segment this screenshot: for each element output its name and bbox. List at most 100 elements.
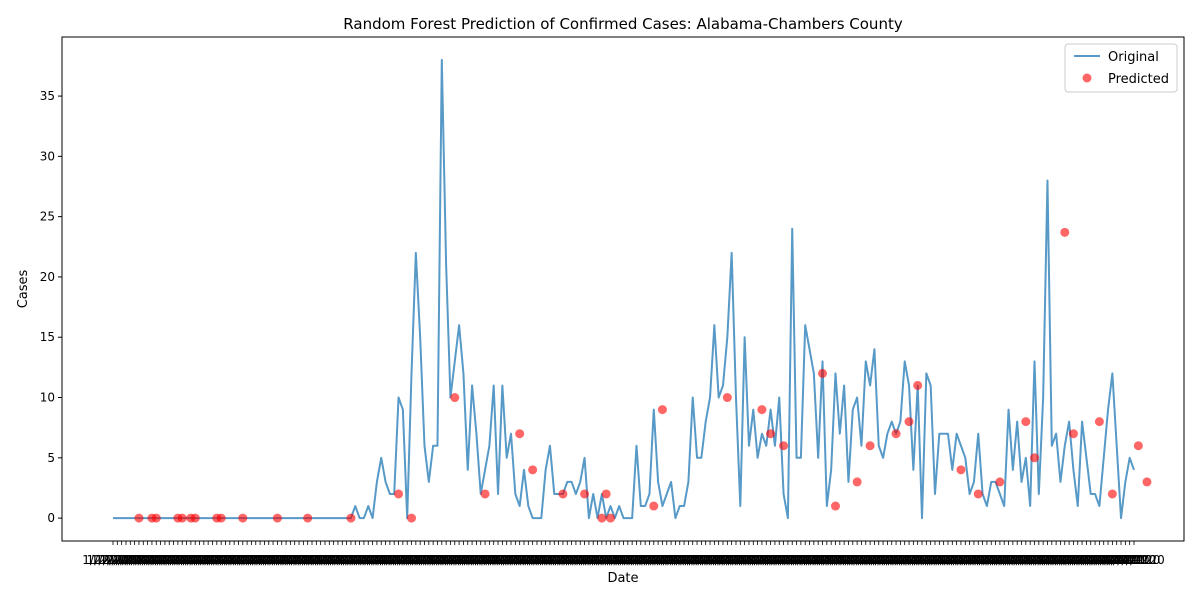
x-tick-label: 1/22/2020 xyxy=(290,553,352,567)
predicted-point xyxy=(216,513,226,523)
x-axis: 1/22/20201/22/20201/22/20201/22/20201/22… xyxy=(82,541,1165,567)
x-tick-label: 1/22/2020 xyxy=(813,553,875,567)
x-tick-label: 1/22/2020 xyxy=(441,553,503,567)
x-tick-label: 1/22/2020 xyxy=(796,553,858,567)
predicted-point xyxy=(1021,417,1031,427)
x-tick-label: 1/22/2020 xyxy=(740,553,802,567)
x-tick-label: 1/22/2020 xyxy=(307,553,369,567)
predicted-point xyxy=(134,513,144,523)
x-tick-label: 1/22/2020 xyxy=(104,553,166,567)
x-tick-label: 1/22/2020 xyxy=(325,553,387,567)
x-tick-label: 1/22/2020 xyxy=(947,553,1009,567)
predicted-point xyxy=(757,405,767,415)
x-tick-label: 1/22/2020 xyxy=(1082,553,1144,567)
predicted-point xyxy=(480,489,490,499)
x-tick-label: 1/22/2020 xyxy=(826,553,888,567)
predicted-point xyxy=(1060,227,1070,237)
x-tick-label: 1/22/2020 xyxy=(372,553,434,567)
x-tick-label: 1/22/2020 xyxy=(1038,553,1100,567)
predicted-point xyxy=(1107,489,1117,499)
x-tick-label: 1/22/2020 xyxy=(558,553,620,567)
x-tick-label: 1/22/2020 xyxy=(930,553,992,567)
x-tick-label: 1/22/2020 xyxy=(891,553,953,567)
predicted-point xyxy=(649,501,659,511)
x-tick-label: 1/22/2020 xyxy=(532,553,594,567)
y-axis: 0 5 10 15 20 25 30 35 xyxy=(40,89,62,525)
x-tick-label: 1/22/2020 xyxy=(208,553,270,567)
x-tick-label: 1/22/2020 xyxy=(614,553,676,567)
x-tick-label: 1/22/2020 xyxy=(437,553,499,567)
x-tick-label: 1/22/2020 xyxy=(1077,553,1139,567)
x-tick-label: 1/22/2020 xyxy=(909,553,971,567)
x-tick-label: 1/22/2020 xyxy=(986,553,1048,567)
x-tick-label: 1/22/2020 xyxy=(610,553,672,567)
predicted-point xyxy=(177,513,187,523)
x-tick-label: 1/22/2020 xyxy=(130,553,192,567)
x-tick-label: 1/22/2020 xyxy=(645,553,707,567)
x-tick-label: 1/22/2020 xyxy=(359,553,421,567)
predicted-point xyxy=(515,429,525,439)
x-tick-label: 1/22/2020 xyxy=(450,553,512,567)
y-tick-label: 35 xyxy=(40,89,55,103)
x-tick-label: 1/22/2020 xyxy=(662,553,724,567)
predicted-point xyxy=(601,489,611,499)
predicted-point xyxy=(1068,429,1078,439)
x-tick-label: 1/22/2020 xyxy=(883,553,945,567)
series-original xyxy=(113,58,1135,520)
x-tick-label: 1/22/2020 xyxy=(904,553,966,567)
x-tick-label: 1/22/2020 xyxy=(757,553,819,567)
x-tick-label: 1/22/2020 xyxy=(865,553,927,567)
predicted-point xyxy=(151,513,161,523)
x-tick-label: 1/22/2020 xyxy=(805,553,867,567)
x-tick-label: 1/22/2020 xyxy=(195,553,257,567)
x-tick-label: 1/22/2020 xyxy=(1099,553,1161,567)
x-tick-label: 1/22/2020 xyxy=(221,553,283,567)
x-tick-label: 1/22/2020 xyxy=(1008,553,1070,567)
x-tick-label: 1/22/2020 xyxy=(238,553,300,567)
x-tick-label: 1/22/2020 xyxy=(125,553,187,567)
legend-predicted-label: Predicted xyxy=(1108,72,1169,87)
x-tick-label: 1/22/2020 xyxy=(809,553,871,567)
x-tick-label: 1/22/2020 xyxy=(679,553,741,567)
x-tick-label: 1/22/2020 xyxy=(1103,553,1165,567)
x-tick-label: 1/22/2020 xyxy=(956,553,1018,567)
predicted-point xyxy=(1133,441,1143,451)
legend-predicted-swatch xyxy=(1082,73,1092,83)
x-tick-label: 1/22/2020 xyxy=(649,553,711,567)
x-tick-label: 1/22/2020 xyxy=(186,553,248,567)
x-tick-label: 1/22/2020 xyxy=(385,553,447,567)
predicted-point xyxy=(1094,417,1104,427)
x-tick-label: 1/22/2020 xyxy=(627,553,689,567)
x-tick-label: 1/22/2020 xyxy=(485,553,547,567)
x-tick-label: 1/22/2020 xyxy=(601,553,663,567)
x-tick-label: 1/22/2020 xyxy=(355,553,417,567)
x-tick-label: 1/22/2020 xyxy=(861,553,923,567)
x-tick-label: 1/22/2020 xyxy=(584,553,646,567)
x-tick-label: 1/22/2020 xyxy=(177,553,239,567)
x-tick-label: 1/22/2020 xyxy=(1025,553,1087,567)
predicted-point xyxy=(766,429,776,439)
x-tick-label: 1/22/2020 xyxy=(705,553,767,567)
x-tick-label: 1/22/2020 xyxy=(164,553,226,567)
x-tick-label: 1/22/2020 xyxy=(472,553,534,567)
x-tick-label: 1/22/2020 xyxy=(844,553,906,567)
predicted-point xyxy=(580,489,590,499)
x-tick-label: 1/22/2020 xyxy=(818,553,880,567)
x-tick-label: 1/22/2020 xyxy=(822,553,884,567)
x-tick-label: 1/22/2020 xyxy=(701,553,763,567)
x-tick-label: 1/22/2020 xyxy=(857,553,919,567)
x-tick-label: 1/22/2020 xyxy=(1060,553,1122,567)
x-tick-label: 1/22/2020 xyxy=(173,553,235,567)
x-tick-label: 1/22/2020 xyxy=(779,553,841,567)
x-tick-label: 1/22/2020 xyxy=(1004,553,1066,567)
x-tick-label: 1/22/2020 xyxy=(312,553,374,567)
x-tick-label: 1/22/2020 xyxy=(117,553,179,567)
x-tick-label: 1/22/2020 xyxy=(1090,553,1152,567)
x-tick-label: 1/22/2020 xyxy=(688,553,750,567)
x-tick-label: 1/22/2020 xyxy=(593,553,655,567)
predicted-point xyxy=(528,465,538,475)
x-tick-label: 1/22/2020 xyxy=(597,553,659,567)
x-tick-label: 1/22/2020 xyxy=(736,553,798,567)
x-tick-label: 1/22/2020 xyxy=(1056,553,1118,567)
x-tick-label: 1/22/2020 xyxy=(260,553,322,567)
